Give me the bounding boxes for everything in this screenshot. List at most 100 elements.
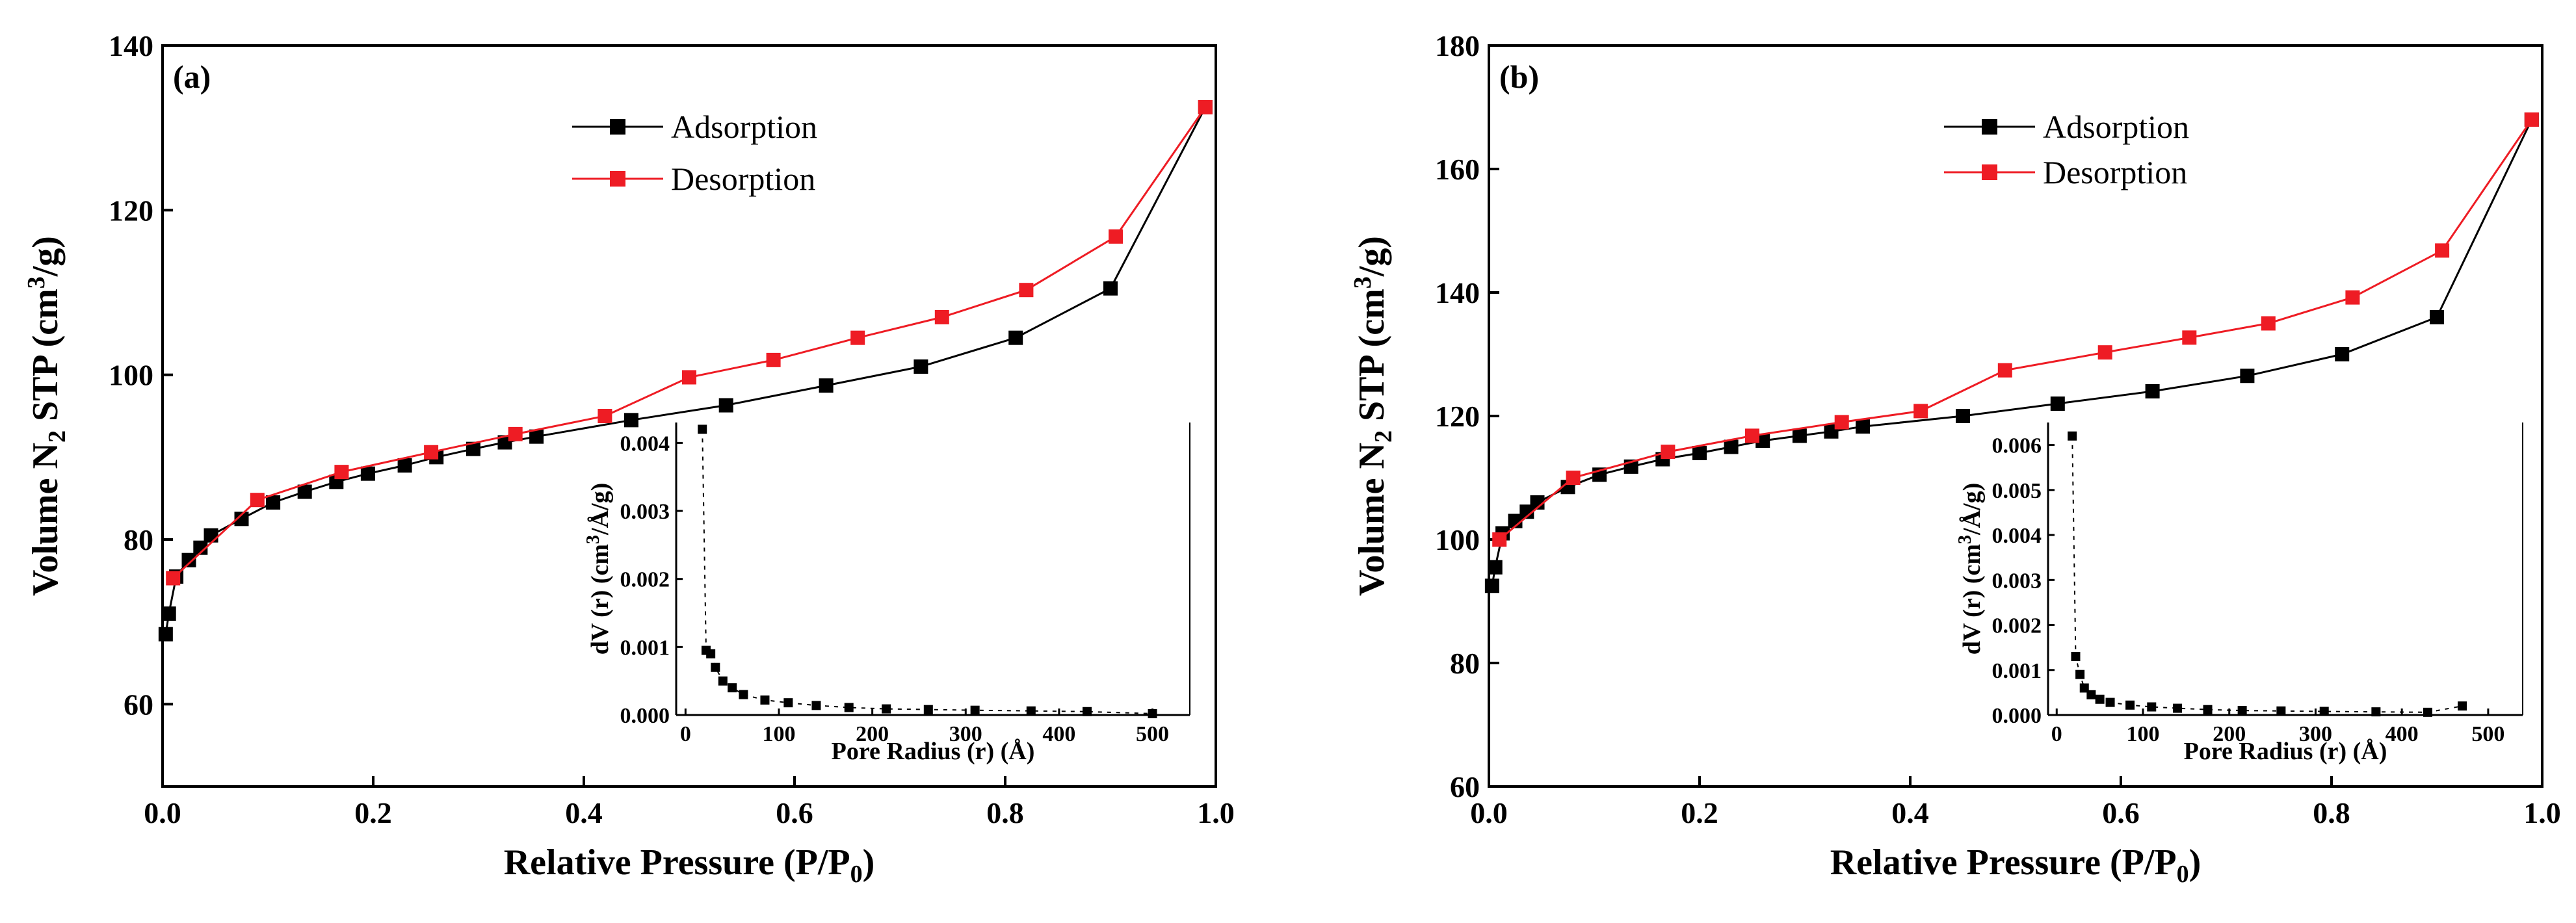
inset-background <box>2048 422 2523 715</box>
inset-data-point <box>2423 707 2432 717</box>
plot-frame <box>161 44 1217 788</box>
inset-y-tick-label: 0.002 <box>620 568 670 592</box>
data-point-adsorption <box>297 484 312 499</box>
inset-data-point <box>706 649 716 658</box>
data-point-adsorption <box>158 627 173 642</box>
inset-y-tick-label: 0.003 <box>1992 569 2042 593</box>
data-point-adsorption <box>266 495 281 510</box>
y-tick-label: 140 <box>1435 276 1480 309</box>
data-point-adsorption <box>204 528 218 543</box>
x-tick-label: 0.2 <box>1681 796 1718 829</box>
inset-data-point <box>711 662 720 672</box>
inset-data-point <box>760 695 770 705</box>
data-point-desorption <box>934 310 949 324</box>
plot-marks: 0.0 0.2 0.4 0.6 0.8 1.0 60 80 100 120 140 <box>109 29 1235 829</box>
inset-data-point <box>2071 652 2081 661</box>
data-point-desorption <box>1913 404 1928 419</box>
data-point-desorption <box>682 370 696 385</box>
inset-data-point <box>2075 670 2085 679</box>
data-point-adsorption <box>2430 310 2444 324</box>
x-tick-label: 0.8 <box>986 796 1024 829</box>
inset-data-point <box>739 690 748 699</box>
data-point-adsorption <box>1692 446 1707 460</box>
inset-chart: 0 100 200 300 400 500 0.000 0.001 0.002 0.003 0.00… <box>1955 422 2523 765</box>
inset-x-tick-label: 100 <box>2127 722 2160 746</box>
inset-x-tick-label: 300 <box>2299 722 2332 746</box>
data-point-adsorption <box>2050 396 2065 411</box>
data-point-desorption <box>1997 363 2012 378</box>
x-tick-label: 0.4 <box>1891 796 1929 829</box>
chart-panel-a: 0.0 0.2 0.4 0.6 0.8 1.0 60 80 100 120 140 (a) Adso… <box>23 29 1235 888</box>
inset-data-point <box>698 424 707 434</box>
data-point-adsorption <box>1724 439 1739 454</box>
inset-data-point <box>970 705 980 715</box>
inset-x-tick-label: 200 <box>856 722 889 746</box>
data-point-adsorption <box>2335 347 2350 361</box>
inset-y-axis-title: dV (r) (cm3/Å/g) <box>583 483 614 655</box>
inset-data-point <box>2371 707 2381 717</box>
inset-marks: 0 100 200 300 400 500 0.000 0.001 0.002 0.003 0.00… <box>1992 431 2504 746</box>
data-point-desorption <box>2524 112 2539 127</box>
data-point-adsorption <box>397 458 412 473</box>
inset-data-point <box>811 701 821 710</box>
legend-marker-adsorption <box>1982 119 1997 135</box>
data-point-desorption <box>1019 283 1034 298</box>
x-tick-label: 0.8 <box>2313 796 2350 829</box>
data-point-adsorption <box>624 413 638 428</box>
inset-marks: 0 100 200 300 400 500 0.000 0.001 0.002 0.003 0.00… <box>620 424 1169 746</box>
inset-x-tick-label: 400 <box>1042 722 1075 746</box>
x-tick-label: 1.0 <box>1197 796 1235 829</box>
inset-data-point <box>2086 690 2096 699</box>
inset-y-tick-label: 0.001 <box>620 636 670 660</box>
y-tick-label: 100 <box>1435 523 1480 556</box>
data-point-desorption <box>2435 243 2450 258</box>
y-tick-label: 60 <box>124 688 153 721</box>
inset-data-point <box>728 683 737 693</box>
inset-data-point <box>783 698 793 708</box>
data-point-desorption <box>1198 100 1213 114</box>
inset-x-axis-title: Pore Radius (r) (Å) <box>832 738 1035 765</box>
data-point-desorption <box>166 571 181 586</box>
inset-x-axis-title: Pore Radius (r) (Å) <box>2184 738 2387 765</box>
data-point-adsorption <box>1856 419 1871 434</box>
y-tick-label: 80 <box>124 523 153 556</box>
legend: Adsorption Desorption <box>572 109 817 197</box>
data-point-adsorption <box>1103 281 1118 296</box>
inset-x-tick-label: 100 <box>763 722 796 746</box>
inset-data-point <box>2068 431 2077 441</box>
inset-data-point <box>2173 703 2183 713</box>
data-point-adsorption <box>1508 514 1523 528</box>
legend-label-adsorption: Adsorption <box>671 109 817 145</box>
data-point-adsorption <box>234 512 249 526</box>
inset-x-tick-label: 500 <box>2471 722 2504 746</box>
data-point-desorption <box>1661 445 1676 460</box>
inset-data-point <box>1026 706 1036 716</box>
inset-x-tick-label: 500 <box>1136 722 1169 746</box>
data-point-adsorption <box>529 429 544 444</box>
data-point-desorption <box>1492 532 1507 547</box>
legend-marker-desorption <box>610 171 625 187</box>
inset-data-point <box>1148 708 1157 718</box>
legend-label-adsorption: Adsorption <box>2043 109 2189 145</box>
data-point-desorption <box>508 426 523 441</box>
inset-x-tick-label: 0 <box>2051 722 2062 746</box>
data-point-adsorption <box>1488 560 1503 575</box>
inset-data-point <box>2319 707 2329 716</box>
inset-data-point <box>2147 702 2157 712</box>
panel-label: (a) <box>173 58 211 95</box>
x-tick-label: 0.0 <box>144 796 181 829</box>
legend-label-desorption: Desorption <box>2043 154 2187 190</box>
chart-panel-b: 0.0 0.2 0.4 0.6 0.8 1.0 60 80 100 120 140 160 180 (b… <box>1349 29 2561 888</box>
legend-marker-desorption <box>1982 164 1997 180</box>
inset-x-tick-label: 400 <box>2385 722 2419 746</box>
data-point-desorption <box>334 465 349 480</box>
y-axis-title: Volume N2 STP (cm3/g) <box>23 236 71 596</box>
data-point-desorption <box>1745 428 1759 443</box>
inset-y-tick-label: 0.003 <box>620 500 670 524</box>
data-point-adsorption <box>1008 330 1023 345</box>
panel-label: (b) <box>1499 58 1539 95</box>
inset-y-tick-label: 0.004 <box>620 432 670 456</box>
data-point-adsorption <box>819 378 834 393</box>
legend: Adsorption Desorption <box>1944 109 2189 190</box>
